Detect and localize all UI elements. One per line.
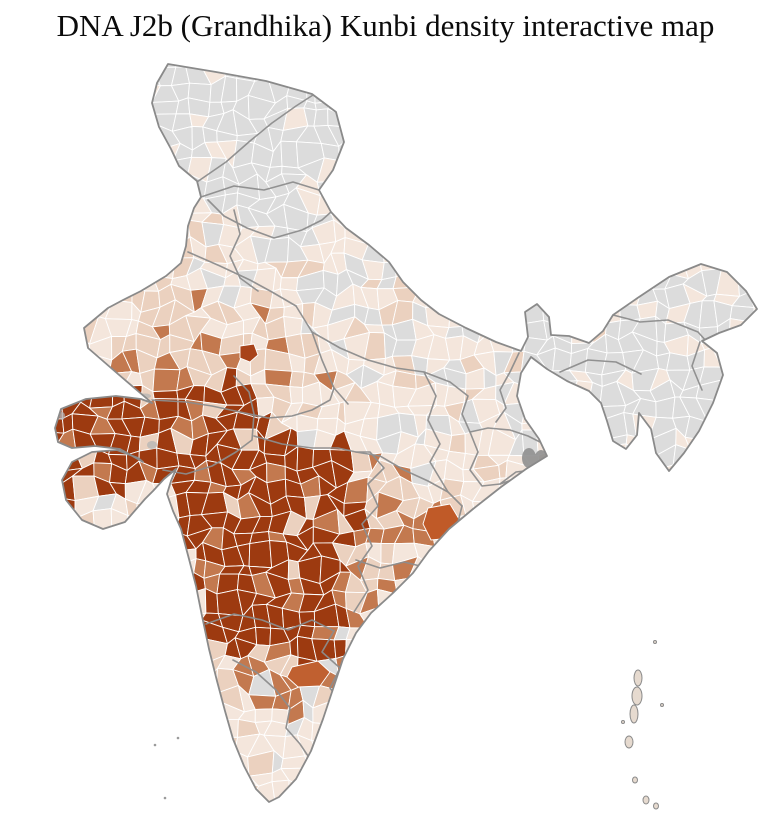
country-outline — [54, 63, 758, 803]
odisha-coastal-district — [422, 503, 460, 541]
jaipur-district — [239, 343, 259, 363]
lakshadweep-islands[interactable] — [153, 736, 180, 800]
salem-district — [286, 660, 331, 688]
district-mesh[interactable] — [24, 44, 771, 814]
page-title: DNA J2b (Grandhika) Kunbi density intera… — [56, 8, 715, 43]
andaman-nicobar-islands[interactable] — [621, 640, 664, 810]
madurai-district — [349, 747, 378, 771]
